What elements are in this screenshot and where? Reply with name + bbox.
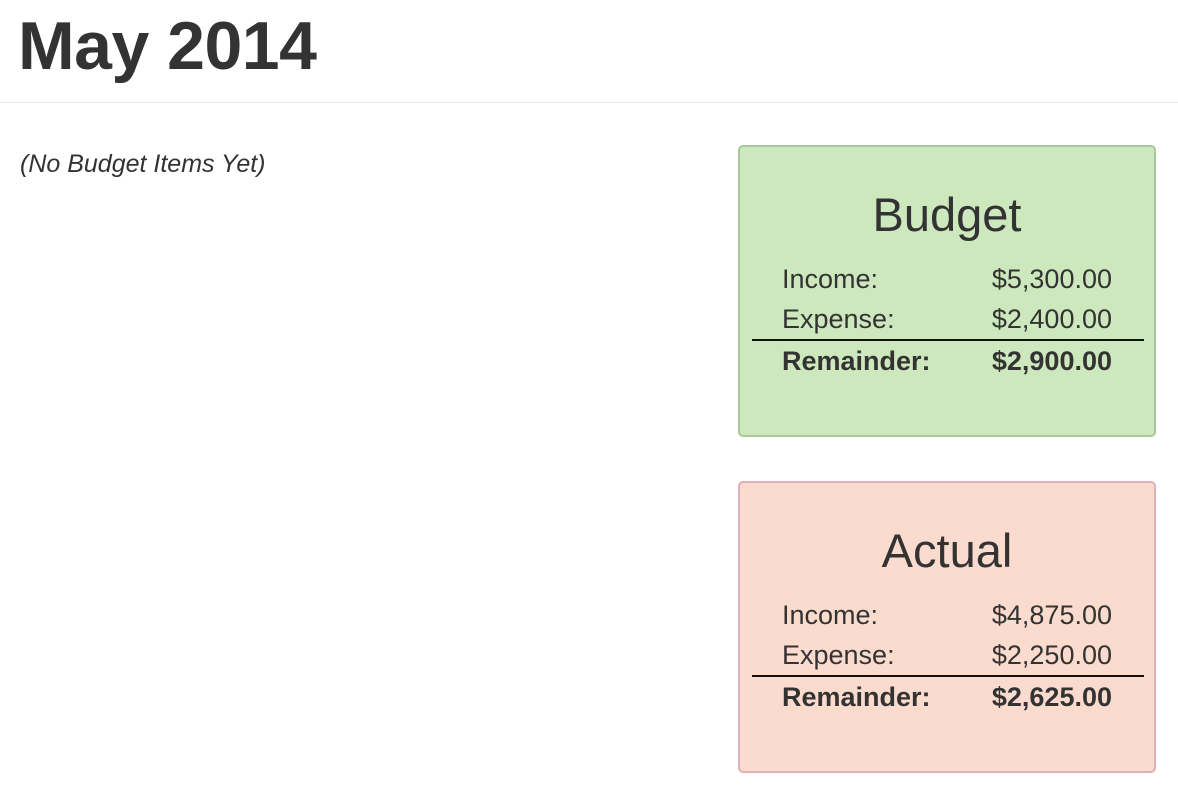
budget-total-divider (752, 339, 1144, 341)
no-budget-items-message: (No Budget Items Yet) (20, 150, 266, 178)
budget-summary-card: Budget Income: $5,300.00 Expense: $2,400… (738, 145, 1156, 437)
actual-remainder-row: Remainder: $2,625.00 (782, 681, 1112, 713)
actual-income-value: $4,875.00 (991, 600, 1112, 630)
page-title: May 2014 (18, 8, 317, 84)
actual-card-title: Actual (881, 524, 1013, 577)
budget-expense-label: Expense: (782, 304, 895, 334)
actual-income-label: Income: (782, 600, 879, 630)
actual-income-row: Income: $4,875.00 (782, 599, 1112, 631)
budget-income-label: Income: (782, 264, 879, 294)
actual-expense-row: Expense: $2,250.00 (782, 639, 1112, 671)
actual-summary-card: Actual Income: $4,875.00 Expense: $2,250… (738, 481, 1156, 773)
budget-income-value: $5,300.00 (991, 264, 1112, 294)
actual-remainder-label: Remainder: (782, 682, 931, 712)
actual-remainder-value: $2,625.00 (991, 682, 1112, 712)
budget-card-title: Budget (872, 188, 1022, 241)
budget-expense-row: Expense: $2,400.00 (782, 303, 1112, 335)
actual-expense-label: Expense: (782, 640, 895, 670)
budget-income-row: Income: $5,300.00 (782, 263, 1112, 295)
actual-total-divider (752, 675, 1144, 677)
budget-remainder-label: Remainder: (782, 346, 931, 376)
actual-expense-value: $2,250.00 (991, 640, 1112, 670)
budget-remainder-row: Remainder: $2,900.00 (782, 345, 1112, 377)
budget-expense-value: $2,400.00 (991, 304, 1112, 334)
title-divider (0, 102, 1178, 103)
budget-remainder-value: $2,900.00 (991, 346, 1112, 376)
